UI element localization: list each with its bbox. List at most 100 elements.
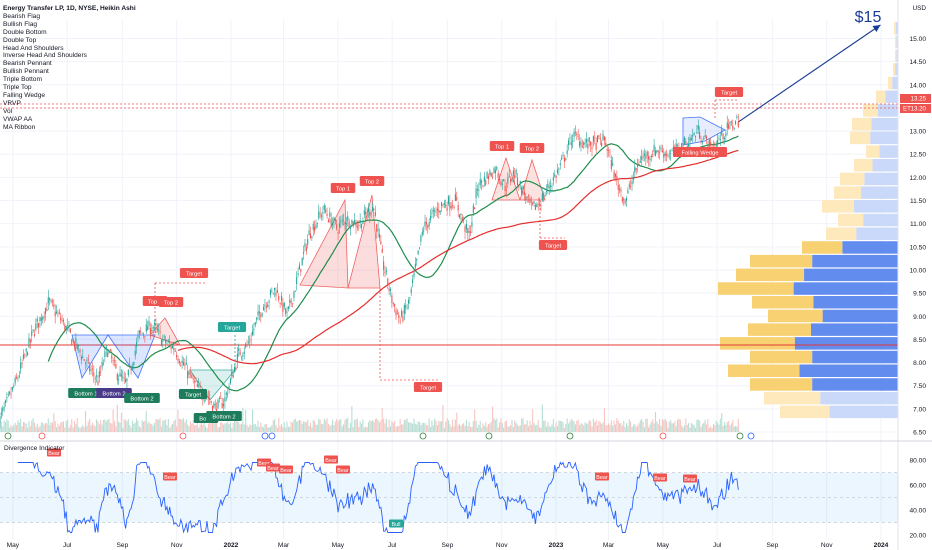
volume-bar bbox=[296, 421, 298, 432]
candle-body bbox=[470, 231, 472, 234]
volume-bar bbox=[707, 418, 709, 432]
volume-bar bbox=[443, 427, 445, 432]
candle-body bbox=[162, 339, 164, 342]
candle-body bbox=[4, 400, 7, 403]
chart-title[interactable]: Energy Transfer LP, 1D, NYSE, Heikin Ash… bbox=[3, 5, 136, 12]
volume-bar bbox=[729, 425, 731, 432]
candle-body bbox=[486, 172, 488, 179]
oscillator-title[interactable]: Divergence Indicator bbox=[4, 445, 65, 452]
candle-body bbox=[180, 364, 182, 366]
volume-bar bbox=[220, 421, 222, 432]
candle-body bbox=[65, 326, 67, 329]
vrvp-bar-up bbox=[896, 49, 898, 62]
indicator-item[interactable]: Triple Top bbox=[3, 84, 32, 92]
volume-bar bbox=[42, 422, 44, 432]
candle-body bbox=[217, 399, 219, 409]
falling-wedge-shape bbox=[682, 116, 726, 146]
candle-body bbox=[187, 371, 189, 379]
volume-bar bbox=[544, 420, 546, 432]
volume-bar bbox=[229, 422, 231, 432]
volume-bar bbox=[245, 409, 247, 432]
volume-bar bbox=[46, 423, 48, 432]
indicator-item[interactable]: Bullish Pennant bbox=[3, 68, 49, 76]
candle-body bbox=[472, 205, 474, 213]
candle-body bbox=[144, 336, 146, 338]
volume-bar bbox=[113, 420, 116, 432]
volume-bar bbox=[472, 421, 474, 432]
label-bottom2: Bottom 2 bbox=[212, 414, 235, 420]
indicator-item[interactable]: MA Ribbon bbox=[3, 123, 36, 131]
candle-body bbox=[705, 136, 708, 139]
candle-body bbox=[291, 303, 294, 304]
candle-body bbox=[599, 137, 601, 140]
volume-bar bbox=[355, 419, 357, 432]
volume-bar bbox=[158, 419, 160, 432]
candle-body bbox=[452, 205, 454, 207]
label-top1-bg bbox=[489, 141, 515, 151]
vrvp-bar-up bbox=[812, 254, 898, 268]
candle-body bbox=[387, 278, 389, 286]
candle-body bbox=[710, 142, 712, 146]
volume-bar bbox=[329, 425, 331, 432]
oscillator-bull-label-bg bbox=[389, 519, 403, 528]
volume-bar bbox=[410, 422, 412, 432]
candle-body bbox=[704, 135, 706, 137]
candle-body bbox=[133, 362, 135, 366]
indicator-item[interactable]: Bullish Flag bbox=[3, 20, 38, 28]
candle-body bbox=[668, 156, 670, 158]
indicator-item[interactable]: Head And Shoulders bbox=[3, 44, 64, 52]
candle-body bbox=[53, 304, 55, 307]
candles bbox=[0, 113, 739, 429]
volume-bar bbox=[7, 420, 9, 432]
volume-bar bbox=[35, 426, 37, 432]
volume-bar bbox=[235, 420, 237, 432]
volume-bar bbox=[405, 419, 407, 432]
volume-bar bbox=[312, 420, 314, 432]
volume-bar bbox=[636, 426, 639, 432]
candle-body bbox=[718, 137, 720, 139]
candle-body bbox=[398, 314, 400, 319]
candle-body bbox=[381, 248, 383, 253]
candle-body bbox=[526, 196, 528, 198]
candle-body bbox=[35, 323, 37, 330]
indicator-item[interactable]: Vol bbox=[3, 107, 13, 115]
candle-body bbox=[236, 353, 238, 363]
volume-bar bbox=[603, 408, 605, 432]
volume-bar bbox=[167, 419, 169, 432]
candle-body bbox=[56, 311, 58, 314]
volume-bar bbox=[120, 412, 122, 432]
indicator-item[interactable]: Triple Bottom bbox=[3, 76, 42, 84]
label-top2: Top 2 bbox=[365, 179, 379, 185]
indicator-item[interactable]: Double Top bbox=[3, 36, 37, 44]
indicator-item[interactable]: VRVP bbox=[3, 99, 21, 107]
candle-body bbox=[608, 150, 610, 151]
volume-bar bbox=[297, 420, 299, 432]
volume-bar bbox=[0, 421, 2, 432]
candle-body bbox=[545, 190, 548, 192]
indicator-item[interactable]: Bearish Pennant bbox=[3, 60, 52, 68]
indicator-item[interactable]: Double Bottom bbox=[3, 28, 47, 36]
candle-body bbox=[573, 131, 575, 137]
indicator-item[interactable]: Falling Wedge bbox=[3, 91, 46, 99]
candle-body bbox=[539, 203, 541, 205]
candle-body bbox=[374, 211, 376, 216]
candle-body bbox=[329, 212, 331, 217]
volume-bar bbox=[134, 422, 136, 432]
candle-body bbox=[17, 378, 19, 379]
volume-bar bbox=[136, 418, 138, 432]
indicator-item[interactable]: Bearish Flag bbox=[3, 12, 41, 20]
candle-body bbox=[71, 339, 73, 345]
volume-bar bbox=[100, 420, 102, 432]
candle-body bbox=[414, 263, 416, 268]
candle-body bbox=[565, 158, 567, 160]
candle-body bbox=[580, 141, 582, 146]
volume-bar bbox=[249, 424, 251, 432]
candle-body bbox=[298, 264, 300, 270]
candle-body bbox=[625, 198, 628, 201]
volume-bar bbox=[98, 424, 100, 432]
indicator-item[interactable]: VWAP AA bbox=[3, 115, 33, 123]
projection-arrow-line bbox=[738, 24, 881, 123]
indicator-item[interactable]: Inverse Head And Shoulders bbox=[3, 52, 87, 60]
volume-bar bbox=[298, 420, 300, 432]
